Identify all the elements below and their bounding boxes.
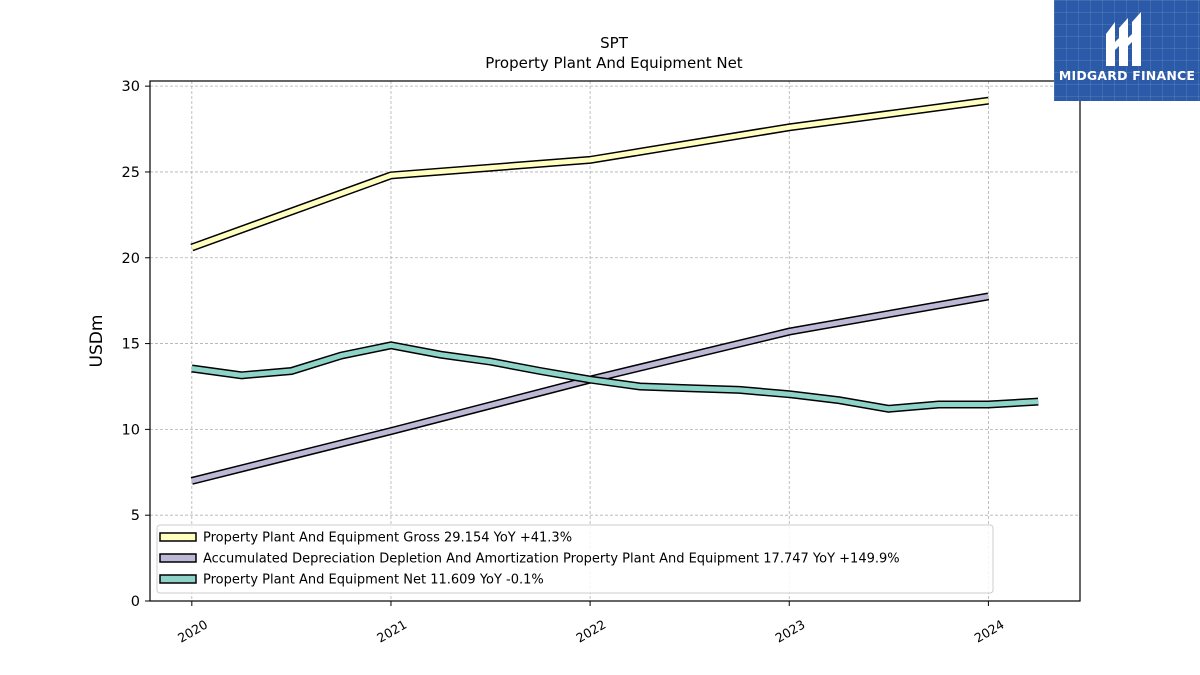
- x-tick-label: 2024: [972, 617, 1007, 646]
- legend-label: Property Plant And Equipment Gross 29.15…: [203, 531, 572, 546]
- y-tick-label: 0: [131, 594, 140, 610]
- legend-swatch: [159, 532, 197, 542]
- y-tick-label: 20: [122, 251, 140, 267]
- chart-title: SPT: [600, 34, 629, 52]
- y-tick-label: 5: [131, 508, 140, 524]
- legend: Property Plant And Equipment Gross 29.15…: [156, 524, 994, 594]
- series-line-1: [190, 96, 989, 252]
- legend-item: Property Plant And Equipment Gross 29.15…: [159, 531, 572, 546]
- legend-swatch: [159, 553, 197, 563]
- y-tick-label: 30: [122, 79, 140, 95]
- midgard-finance-logo: MIDGARD FINANCE: [1054, 0, 1200, 101]
- x-tick-label: 2022: [573, 617, 608, 646]
- y-tick-label: 25: [122, 165, 140, 181]
- x-tick-label: 2020: [175, 617, 210, 646]
- legend-label: Accumulated Depreciation Depletion And A…: [203, 552, 900, 567]
- chart-subtitle: Property Plant And Equipment Net: [485, 54, 742, 72]
- series-fill: [191, 342, 1039, 412]
- series-line-3: [191, 341, 1039, 413]
- series-layer: [190, 96, 1039, 485]
- x-tick-label: 2021: [374, 617, 409, 646]
- logo-mark-icon: [1106, 12, 1141, 66]
- y-axis-label: USDm: [87, 315, 107, 368]
- logo-text: MIDGARD FINANCE: [1058, 68, 1196, 83]
- x-tick-label: 2023: [772, 617, 807, 646]
- plot-frame: [149, 80, 1081, 602]
- y-tick-label: 10: [122, 422, 140, 438]
- grid: [150, 81, 1080, 602]
- y-tick-label: 15: [122, 337, 140, 353]
- series-fill: [190, 98, 989, 250]
- legend-item: Property Plant And Equipment Net 11.609 …: [159, 573, 544, 588]
- legend-item: Accumulated Depreciation Depletion And A…: [159, 552, 900, 567]
- legend-swatch: [159, 574, 197, 584]
- legend-label: Property Plant And Equipment Net 11.609 …: [203, 573, 544, 588]
- legend-box: [156, 524, 994, 594]
